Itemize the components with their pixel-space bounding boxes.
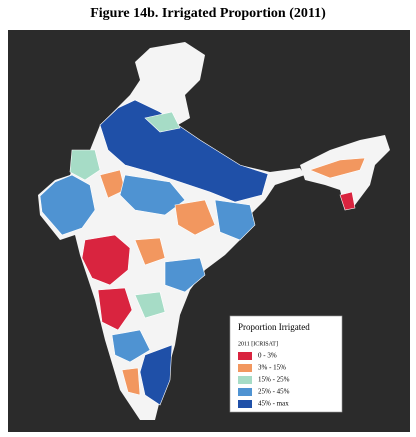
region	[309, 157, 366, 179]
region	[97, 287, 133, 331]
legend-label: 0 - 3%	[258, 352, 277, 360]
region	[134, 237, 166, 266]
legend: Proportion Irrigated 2011 [ICRISAT] 0 - …	[229, 315, 343, 413]
legend-items: 0 - 3% 3% - 15% 15% - 25% 25% - 45% 45% - ma…	[238, 352, 290, 408]
region	[81, 234, 131, 286]
legend-label: 3% - 15%	[258, 364, 286, 372]
legend-swatch	[238, 388, 252, 396]
region	[214, 199, 256, 241]
region	[111, 329, 151, 363]
legend-swatch	[238, 364, 252, 372]
region	[121, 367, 141, 396]
legend-swatch	[238, 376, 252, 384]
region	[119, 174, 186, 216]
map	[38, 42, 390, 420]
legend-title: Proportion Irrigated	[238, 322, 310, 332]
region	[99, 99, 269, 203]
region	[69, 149, 101, 181]
region	[339, 191, 356, 211]
legend-label: 25% - 45%	[258, 388, 290, 396]
legend-swatch	[238, 352, 252, 360]
legend-swatch	[238, 400, 252, 408]
region	[144, 111, 181, 133]
region	[164, 257, 206, 293]
legend-label: 45% - max	[258, 400, 289, 408]
region	[139, 344, 173, 406]
region	[174, 199, 216, 236]
region	[39, 174, 96, 236]
legend-label: 15% - 25%	[258, 376, 290, 384]
region	[134, 291, 166, 319]
figure-title: Figure 14b. Irrigated Proportion (2011)	[90, 6, 326, 21]
legend-subtitle: 2011 [ICRISAT]	[238, 341, 278, 347]
